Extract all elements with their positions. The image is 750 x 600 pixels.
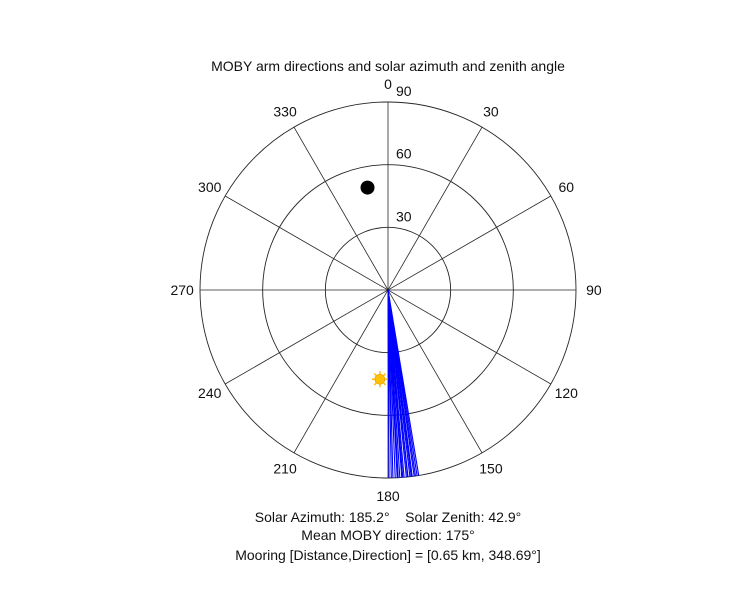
moby-arm-line — [387, 289, 412, 477]
angular-tick-label: 90 — [586, 282, 602, 298]
radial-tick-label: 60 — [396, 146, 412, 162]
moby-arm-lines — [387, 289, 420, 479]
angular-tick-label: 30 — [483, 104, 499, 120]
angular-tick-label: 270 — [170, 282, 194, 298]
angular-tick-label: 300 — [198, 179, 222, 195]
angular-tick-label: 180 — [376, 488, 400, 504]
angular-tick-label: 210 — [273, 460, 297, 476]
angular-tick-label: 60 — [558, 179, 574, 195]
polar-axes: 0 30 60 90 120 150 180 210 240 270 300 330 30 60 90 — [170, 76, 601, 504]
angular-tick-label: 0 — [384, 76, 392, 92]
mooring-marker — [360, 180, 375, 195]
mooring-annotation: Mooring [Distance,Direction] = [0.65 km,… — [235, 547, 541, 563]
angular-tick-label: 150 — [479, 460, 503, 476]
sun-icon — [371, 371, 388, 388]
radial-tick-label: 30 — [396, 208, 412, 224]
moby-arm-line — [387, 289, 420, 476]
chart-markers — [360, 180, 388, 388]
angular-tick-label: 240 — [198, 385, 222, 401]
angular-tick-labels: 0 30 60 90 120 150 180 210 240 270 300 330 — [170, 76, 601, 504]
radial-tick-label: 90 — [396, 83, 412, 99]
mean-moby-direction-annotation: Mean MOBY direction: 175° — [301, 527, 474, 543]
angular-tick-label: 120 — [555, 385, 579, 401]
moby-arm-line — [387, 289, 390, 479]
radial-tick-labels: 30 60 90 — [396, 83, 412, 224]
chart-annotations: Solar Azimuth: 185.2° Solar Zenith: 42.9… — [235, 509, 541, 563]
moby-arm-line — [387, 289, 409, 478]
chart-title: MOBY arm directions and solar azimuth an… — [211, 58, 565, 74]
angular-tick-label: 330 — [273, 104, 297, 120]
solar-angles-annotation: Solar Azimuth: 185.2° Solar Zenith: 42.9… — [255, 509, 521, 525]
moby-arm-line — [387, 289, 396, 478]
moby-arm-line — [387, 289, 404, 478]
